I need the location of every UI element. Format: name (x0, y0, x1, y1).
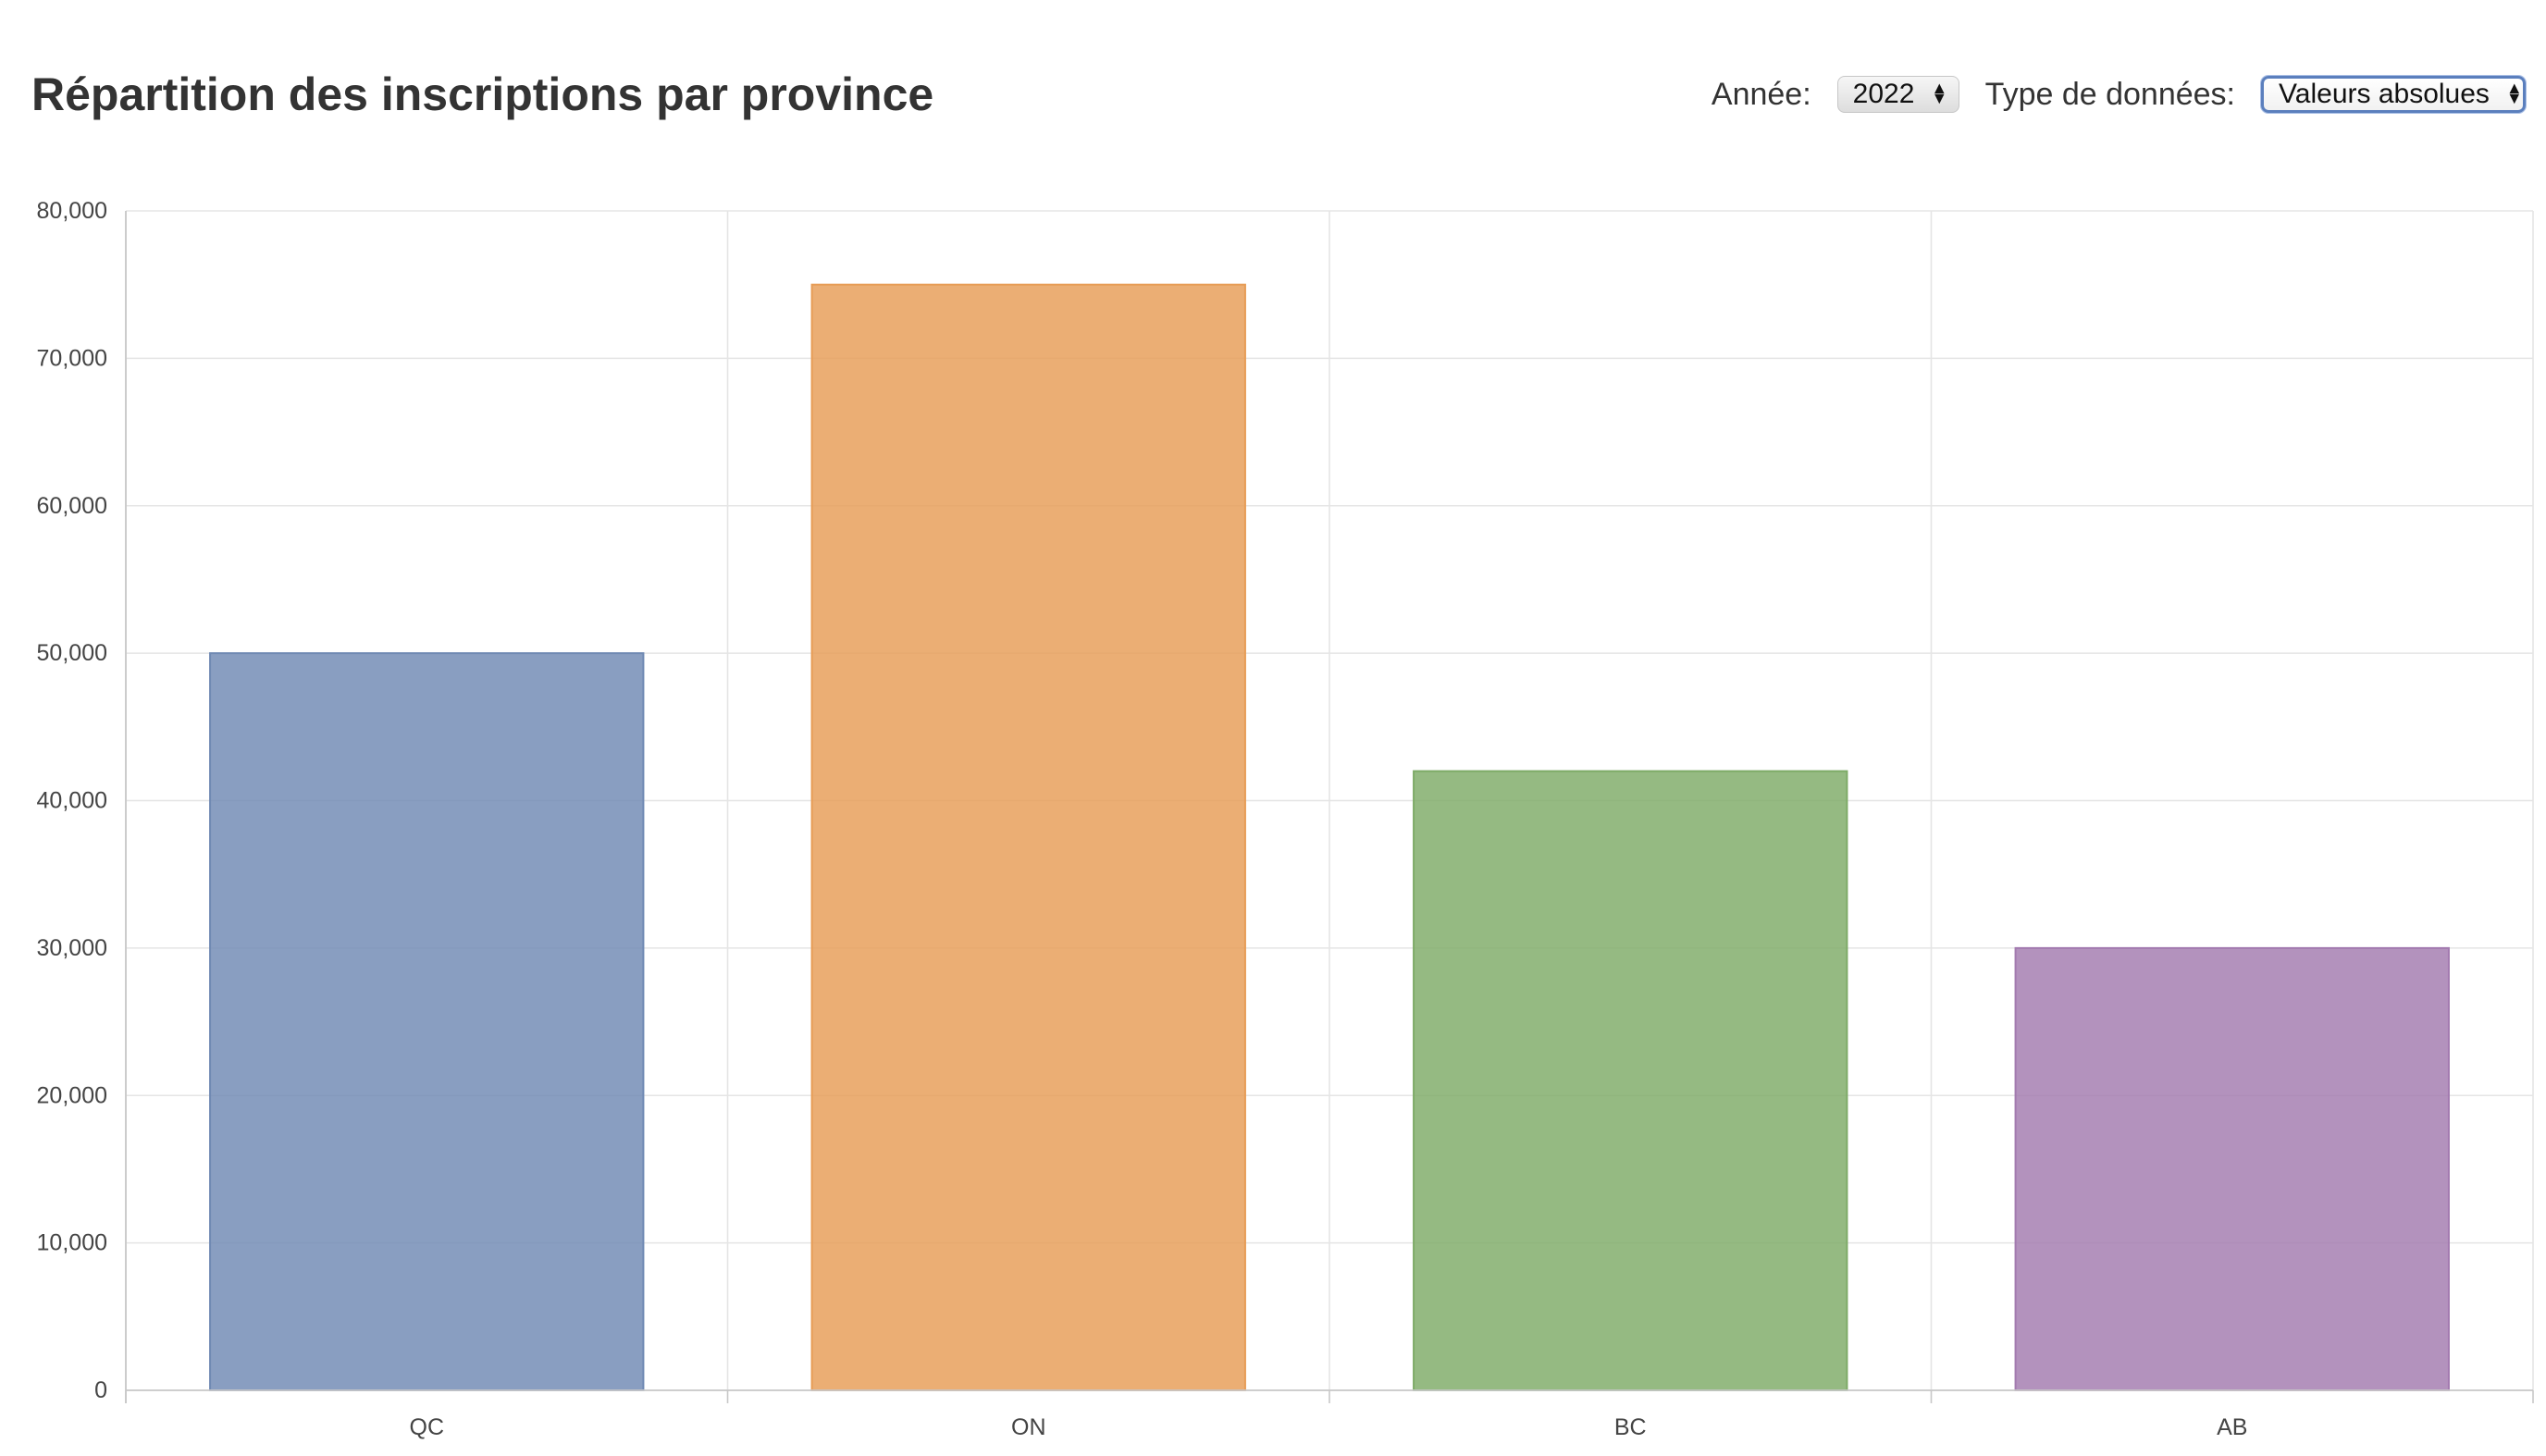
x-tick-label: ON (1011, 1414, 1046, 1440)
chart-labels: 0 10,000 20,000 30,000 40,000 50,000 60,000 70,… (37, 198, 2248, 1440)
up-down-chevron-icon: ▲ ▼ (2505, 79, 2523, 107)
y-tick-label: 30,000 (37, 935, 107, 961)
page-title: Répartition des inscriptions par provinc… (31, 68, 934, 120)
y-tick-label: 40,000 (37, 788, 107, 814)
y-tick-label: 70,000 (37, 345, 107, 371)
y-tick-label: 10,000 (37, 1230, 107, 1256)
bar-bc (1413, 770, 1848, 1391)
data-type-select-value: Valeurs absolues (2279, 79, 2490, 109)
chart-controls: Année: 2022 ▲ ▼ Type de données: Valeurs … (1712, 76, 2526, 113)
year-select[interactable]: 2022 ▲ ▼ (1836, 76, 1959, 113)
y-tick-label: 20,000 (37, 1082, 107, 1108)
chart-bars (209, 283, 2450, 1391)
bar-qc (209, 652, 645, 1391)
x-tick-label: QC (410, 1414, 445, 1440)
x-tick-label: BC (1614, 1414, 1647, 1440)
y-tick-label: 50,000 (37, 640, 107, 666)
data-type-select[interactable]: Valeurs absolues ▲ ▼ (2261, 76, 2526, 113)
data-type-label: Type de données: (1984, 76, 2235, 112)
y-tick-label: 80,000 (37, 198, 107, 224)
y-tick-label: 0 (94, 1377, 107, 1403)
year-label: Année: (1711, 76, 1811, 112)
year-select-value: 2022 (1852, 79, 1915, 109)
chart-header: Répartition des inscriptions par provinc… (31, 57, 2526, 131)
bar-on (810, 283, 1246, 1391)
bar-ab (2014, 946, 2450, 1391)
x-tick-label: AB (2217, 1414, 2247, 1440)
chart-axes (125, 211, 2534, 1403)
y-tick-label: 60,000 (37, 493, 107, 519)
up-down-chevron-icon: ▲ ▼ (1931, 79, 1948, 107)
